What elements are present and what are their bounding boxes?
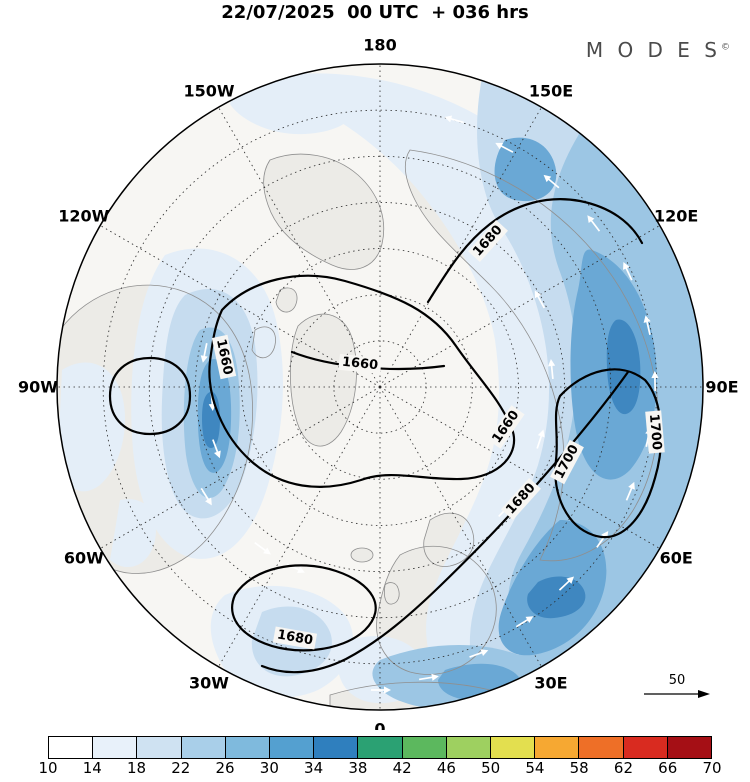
- svg-text:1680: 1680: [276, 627, 314, 648]
- colorbar-tick-label: 38: [348, 759, 368, 777]
- contour-label: 1660: [211, 334, 237, 380]
- colorbar-tick-label: 42: [392, 759, 412, 777]
- colorbar-cell: [402, 737, 447, 758]
- modes-logo: M O D E S©: [586, 38, 730, 62]
- contour-lines: [108, 198, 663, 674]
- colorbar-tick-label: 66: [658, 759, 678, 777]
- svg-text:1700: 1700: [646, 413, 664, 450]
- polar-map: 1660 1660166016801680168017001700180150E1…: [18, 36, 739, 731]
- longitude-label: 150E: [529, 81, 573, 100]
- colorbar-tick-label: 10: [38, 759, 58, 777]
- colorbar-tick-label: 26: [215, 759, 235, 777]
- colorbar-cell: [49, 737, 94, 758]
- modes-logo-copyright: ©: [721, 42, 730, 53]
- graticule: [57, 64, 703, 710]
- longitude-label: 180: [363, 36, 396, 55]
- colorbar-cell: [225, 737, 271, 758]
- colorbar-cell: [181, 737, 226, 758]
- colorbar: [48, 736, 712, 759]
- contour-label: 1660: [338, 353, 382, 375]
- colorbar-cell: [491, 737, 536, 758]
- colorbar-tick-label: 34: [304, 759, 324, 777]
- chart-title: 22/07/2025 00 UTC + 036 hrs: [221, 2, 529, 23]
- wind-reference-label: 50: [668, 673, 686, 688]
- colorbar-tick-label: 62: [613, 759, 633, 777]
- colorbar-cell: [667, 737, 712, 758]
- contour-label: 1680: [272, 626, 318, 650]
- longitude-label: 90W: [18, 378, 58, 397]
- colorbar-cell: [623, 737, 668, 758]
- colorbar-tick-label: 14: [82, 759, 102, 777]
- longitude-label: 120W: [58, 207, 109, 226]
- contour-label: 1700: [645, 410, 665, 454]
- longitude-label: 150W: [183, 81, 234, 100]
- longitude-label: 60W: [64, 549, 104, 568]
- colorbar-tick-label: 50: [481, 759, 501, 777]
- colorbar-cell: [358, 737, 403, 758]
- svg-text:1660: 1660: [341, 355, 379, 374]
- longitude-label: 30W: [189, 674, 229, 693]
- wind-reference-arrow-icon: [644, 690, 710, 698]
- colorbar-tick-label: 54: [525, 759, 545, 777]
- svg-text:1660: 1660: [213, 338, 235, 377]
- longitude-label: 0: [374, 720, 385, 731]
- colorbar-tick-label: 22: [171, 759, 191, 777]
- colorbar-cell: [446, 737, 492, 758]
- longitude-label: 30E: [534, 674, 567, 693]
- colorbar-cell: [93, 737, 138, 758]
- colorbar-cell: [535, 737, 580, 758]
- colorbar-cell: [137, 737, 182, 758]
- colorbar-tick-label: 70: [702, 759, 722, 777]
- colorbar-tick-label: 30: [259, 759, 279, 777]
- longitude-label: 120E: [654, 207, 698, 226]
- colorbar-tick-label: 46: [436, 759, 456, 777]
- colorbar-tick-label: 18: [126, 759, 147, 777]
- wind-speed-shading: [58, 68, 703, 710]
- modes-logo-text: M O D E S: [585, 38, 721, 62]
- longitude-label: 90E: [705, 378, 738, 397]
- wind-reference: 50: [642, 674, 712, 703]
- colorbar-cell: [270, 737, 315, 758]
- colorbar-tick-label: 58: [569, 759, 589, 777]
- colorbar-cell: [314, 737, 359, 758]
- map-outline: [56, 63, 704, 711]
- longitude-label: 60E: [660, 549, 693, 568]
- colorbar-cell: [579, 737, 624, 758]
